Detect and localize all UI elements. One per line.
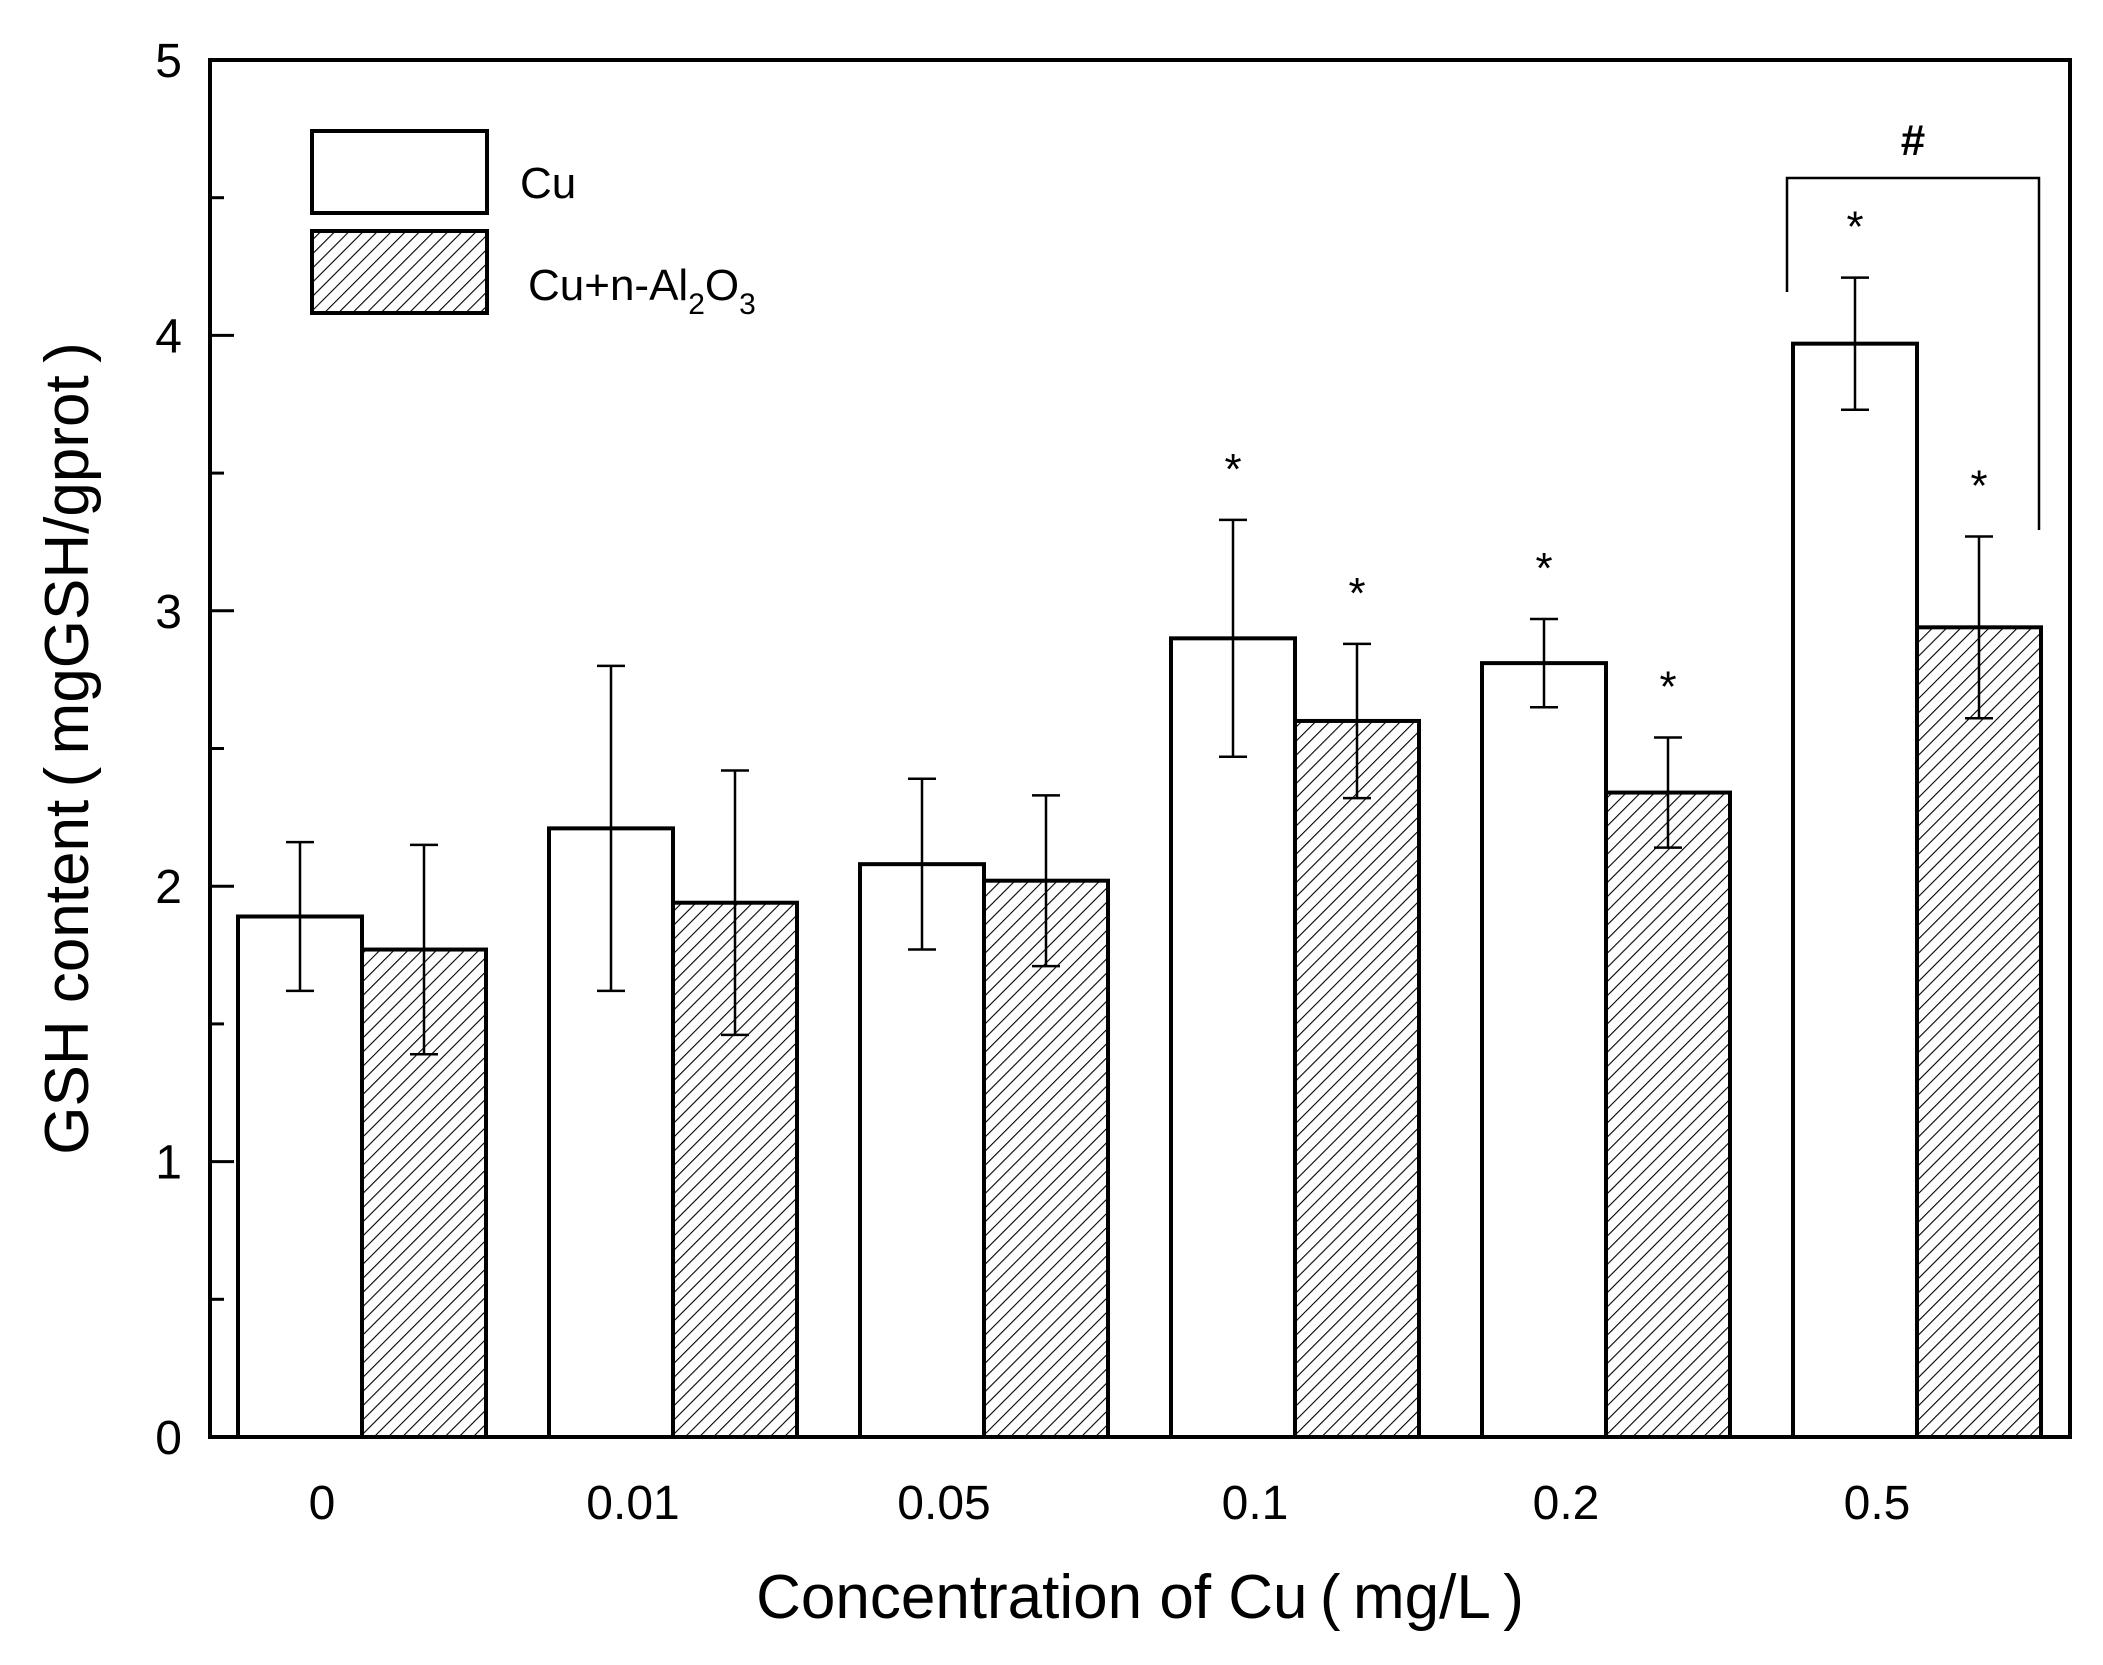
x-tick-label: 0.5	[1844, 1477, 1911, 1530]
legend-label-cu: Cu	[520, 159, 576, 208]
x-tick-label: 0.05	[897, 1477, 990, 1530]
bar-cu-0.1	[1169, 636, 1297, 1439]
y-tick-label: 1	[155, 1137, 182, 1190]
x-tick-label: 0.1	[1222, 1477, 1289, 1530]
axes-layer: 0 1 2 3 4 5 0 0.01 0.05 0.1 0.2 0.5 Concentration of…	[33, 35, 2072, 1632]
bar-cu-0.5	[1791, 341, 1919, 1439]
legend-swatch-cu	[310, 129, 489, 215]
bar-cu-nal2o3-0.2	[1604, 790, 1732, 1439]
error-bars-layer	[286, 276, 1993, 1056]
bar-cu-nal2o3-0.5	[1915, 625, 2043, 1439]
y-tick-label: 0	[155, 1412, 182, 1465]
significance-asterisk: *	[1224, 445, 1241, 494]
y-tick-label: 5	[155, 35, 182, 88]
bars-layer	[236, 341, 2043, 1439]
significance-asterisk: *	[1535, 544, 1552, 593]
significance-asterisk: *	[1970, 461, 1987, 510]
bar-cu-nal2o3-0.1	[1293, 718, 1421, 1439]
x-tick-label: 0	[309, 1477, 336, 1530]
y-axis-title: GSH content ( mgGSH/gprot )	[33, 342, 102, 1155]
y-tick-label: 2	[155, 861, 182, 914]
x-tick-label: 0.01	[586, 1477, 679, 1530]
bar-cu-0	[236, 914, 364, 1439]
legend: Cu Cu+n-Al2O3	[310, 129, 756, 321]
comparison-hash-label: #	[1901, 116, 1925, 165]
x-axis-title: Concentration of Cu ( mg/L )	[756, 1563, 1524, 1632]
x-tick-label: 0.2	[1533, 1477, 1600, 1530]
legend-swatch-cu-nal2o3	[310, 229, 489, 315]
y-tick-label: 4	[155, 310, 182, 363]
y-tick-label: 3	[155, 586, 182, 639]
significance-asterisk: *	[1659, 662, 1676, 711]
significance-asterisk: *	[1348, 569, 1365, 618]
legend-label-cu-nal2o3: Cu+n-Al2O3	[528, 261, 756, 321]
comparison-bracket	[1785, 176, 2041, 530]
bar-cu-0.2	[1480, 661, 1608, 1439]
significance-asterisk: *	[1846, 203, 1863, 252]
significance-layer: * * * * * * #	[1224, 116, 2041, 711]
